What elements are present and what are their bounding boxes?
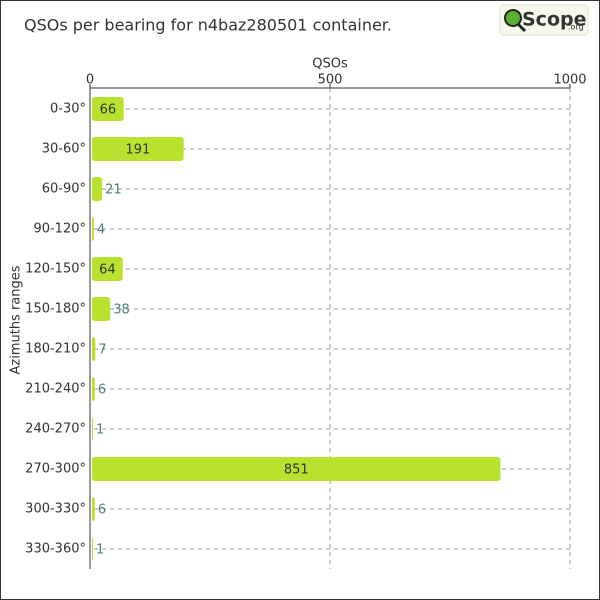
value-label: 21: [105, 183, 122, 198]
x-tick-label: 1000: [553, 73, 586, 88]
value-label: 7: [98, 343, 106, 358]
y-tick-label: 330-360°: [25, 542, 86, 557]
value-label: 38: [113, 303, 130, 318]
x-tick-label: 500: [318, 73, 343, 88]
chart-title: QSOs per bearing for n4baz280501 contain…: [24, 16, 392, 35]
value-label: 851: [284, 463, 309, 478]
logo-suffix: .org: [568, 23, 584, 32]
y-tick-label: 0-30°: [50, 102, 86, 117]
value-label: 191: [125, 143, 150, 158]
logo: Scope .org: [499, 4, 589, 36]
y-tick-label: 150-180°: [25, 302, 86, 317]
bar: [92, 497, 95, 521]
bar: [92, 297, 111, 321]
bar: [92, 217, 94, 241]
bar: [92, 257, 123, 281]
value-label: 1: [96, 543, 104, 558]
value-label: 6: [98, 503, 106, 518]
value-label: 1: [96, 423, 104, 438]
logo-icon: [504, 9, 522, 27]
bar: [92, 177, 103, 201]
bar: [92, 537, 93, 561]
value-label: 64: [99, 263, 116, 278]
y-tick-label: 90-120°: [33, 222, 86, 237]
value-label: 6: [98, 383, 106, 398]
bar: [92, 377, 95, 401]
x-tick-label: 0: [86, 73, 94, 88]
y-axis-title: Azimuths ranges: [9, 265, 24, 374]
y-tick-label: 210-240°: [25, 382, 86, 397]
logo-icon-handle: [516, 22, 527, 33]
value-label: 4: [97, 223, 105, 238]
bar: [92, 337, 96, 361]
y-tick-label: 300-330°: [25, 502, 86, 517]
y-tick-label: 30-60°: [42, 142, 86, 157]
bar: [92, 137, 184, 161]
bar: [92, 457, 501, 481]
y-tick-label: 180-210°: [25, 342, 86, 357]
y-tick-label: 270-300°: [25, 462, 86, 477]
bar: [92, 417, 93, 441]
y-tick-label: 240-270°: [25, 422, 86, 437]
y-tick-label: 60-90°: [42, 182, 86, 197]
value-label: 66: [100, 103, 117, 118]
x-axis-title: QSOs: [312, 57, 348, 72]
y-tick-label: 120-150°: [25, 262, 86, 277]
bar: [92, 97, 124, 121]
logo-text: Scope: [522, 9, 587, 31]
